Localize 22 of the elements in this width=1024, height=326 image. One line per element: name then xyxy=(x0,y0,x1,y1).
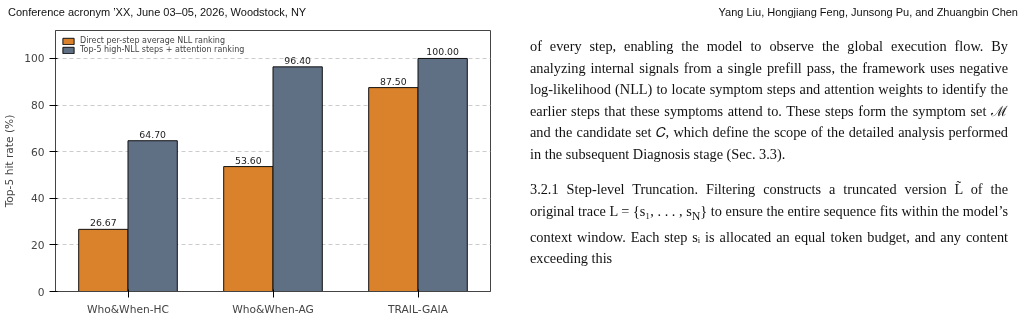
text: 3.2.1 Step-level Truncation. Filtering constructs a truncated version L̃ of the original trace L = {s₁, . . . , s$_{N}$} to ensure the entire sequence fits within the model’s context window. Each step sᵢ is allocated an equal token budget, and any content exceeding this xyxy=(530,180,1008,269)
y-tick-label: 60 xyxy=(30,145,45,159)
y-axis-title: Top-5 hit rate (%) xyxy=(3,114,17,209)
text: Yang Liu, Hongjiang Feng, Junsong Pu, and Zhuangbin Chen xyxy=(718,5,1018,20)
y-tick-label: 100 xyxy=(24,52,45,66)
text: of every step, enabling the model to observe the global execution flow. By analyzing internal signals from a single prefill pass, the framework uses negative log-likelihood (NLL) to locate symptom steps and attention weights to identify the earlier steps that these symptoms attend to. These steps form the symptom set ℳ and the candidate set 𝐶, which define the scope of the detailed analysis performed in the subsequent Diagnosis stage (Sec. 3.3). xyxy=(530,37,1008,164)
x-tick-label: TRAIL-GAIA xyxy=(387,302,449,316)
y-tick-label: 40 xyxy=(30,192,45,206)
x-tick-label: Who&When-AG xyxy=(232,302,314,316)
x-tick-label: Who&When-HC xyxy=(86,302,170,316)
data-label: 53.60 xyxy=(235,154,262,166)
legend-label: Direct per-step average NLL ranking xyxy=(80,36,225,45)
data-label: 96.40 xyxy=(284,54,312,66)
y-tick-label: 20 xyxy=(30,238,45,252)
y-tick-label: 0 xyxy=(37,285,45,299)
data-label: 64.70 xyxy=(139,128,167,140)
data-label: 26.67 xyxy=(90,217,117,229)
text: Conference acronym ’XX, June 03–05, 2026, Woodstock, NY xyxy=(8,5,307,20)
y-tick-label: 80 xyxy=(30,99,45,113)
data-label: 87.50 xyxy=(380,75,407,87)
legend-label: Top-5 high-NLL steps + attention ranking xyxy=(80,45,245,54)
data-label: 100.00 xyxy=(426,46,460,58)
